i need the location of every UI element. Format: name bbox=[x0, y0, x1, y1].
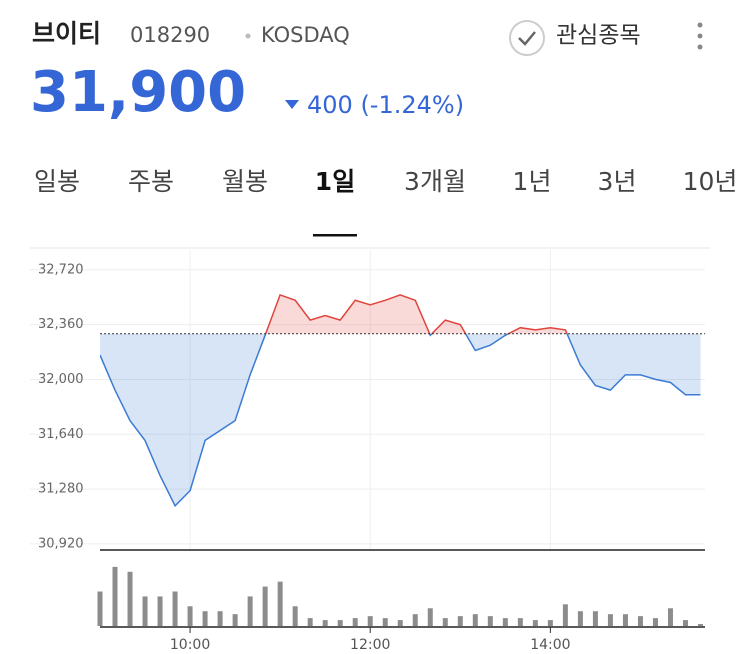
volume-bar bbox=[127, 571, 133, 626]
y-tick-label: 31,280 bbox=[38, 482, 84, 497]
stock-code: 018290 bbox=[130, 23, 210, 47]
check-icon bbox=[518, 31, 536, 46]
area-below bbox=[100, 333, 701, 506]
tab[interactable]: 3년 bbox=[598, 167, 637, 196]
volume-bar bbox=[442, 618, 448, 626]
volume-bar bbox=[697, 624, 703, 626]
volume-bar bbox=[622, 614, 628, 626]
market: KOSDAQ bbox=[261, 23, 350, 47]
watch-label: 관심종목 bbox=[556, 23, 641, 49]
tab[interactable]: 월봉 bbox=[222, 167, 268, 196]
volume-bar bbox=[652, 618, 658, 626]
tab[interactable]: 1년 bbox=[513, 167, 552, 196]
tabs: 일봉 주봉 월봉 1일 3개월 1년 3년 10년 bbox=[34, 167, 737, 237]
volume-bar bbox=[232, 614, 238, 626]
menu-button[interactable] bbox=[697, 22, 703, 50]
volume-bar bbox=[592, 611, 598, 626]
check-circle bbox=[509, 20, 545, 56]
volume-bar bbox=[367, 616, 373, 626]
tab-underline bbox=[313, 234, 357, 237]
volume-bar bbox=[97, 591, 103, 626]
x-tick-label: 12:00 bbox=[350, 637, 390, 653]
down-arrow bbox=[285, 100, 299, 109]
volume-bar bbox=[247, 596, 253, 626]
volume-bar bbox=[517, 618, 523, 626]
volume-bar bbox=[262, 586, 268, 626]
volume-bar bbox=[427, 608, 433, 626]
volume-bar bbox=[277, 581, 283, 626]
volume-bar bbox=[412, 614, 418, 626]
y-tick-label: 32,720 bbox=[38, 262, 84, 277]
volume-bar bbox=[562, 604, 568, 626]
tab[interactable]: 일봉 bbox=[34, 167, 80, 196]
tab[interactable]: 10년 bbox=[683, 167, 738, 196]
volume-bar bbox=[142, 596, 148, 626]
volume-bar bbox=[397, 620, 403, 626]
price: 31,900 bbox=[30, 60, 246, 125]
volume-bar bbox=[502, 618, 508, 626]
y-tick-label: 30,920 bbox=[38, 536, 84, 551]
volume-bar bbox=[682, 620, 688, 626]
volume-bar bbox=[187, 606, 193, 626]
volume-bar bbox=[307, 618, 313, 626]
volume-bar bbox=[217, 611, 223, 626]
tab[interactable]: 주봉 bbox=[128, 167, 174, 196]
volume-bar bbox=[472, 614, 478, 626]
tab[interactable]: 1일 bbox=[315, 167, 355, 196]
y-tick-label: 32,000 bbox=[38, 372, 84, 387]
watch-button[interactable]: 관심종목 bbox=[509, 20, 641, 56]
y-tick-label: 32,360 bbox=[38, 317, 84, 332]
volume-bar bbox=[382, 618, 388, 626]
chart: 30,920 31,280 31,640 32,000 32,360 32,720 10:0… bbox=[30, 250, 705, 653]
separator-dot bbox=[245, 33, 251, 39]
volume-bar bbox=[547, 620, 553, 626]
volume-bar bbox=[172, 591, 178, 626]
y-tick-label: 31,640 bbox=[38, 427, 84, 442]
volume-bar bbox=[337, 620, 343, 626]
volume-bar bbox=[532, 620, 538, 626]
price-change: 400 (-1.24%) bbox=[307, 91, 464, 119]
tab[interactable]: 3개월 bbox=[404, 167, 466, 196]
volume-bar bbox=[637, 616, 643, 626]
stock-name: 브이티 bbox=[32, 19, 101, 48]
volume-bar bbox=[202, 611, 208, 626]
volume-bar bbox=[322, 620, 328, 626]
x-tick-label: 10:00 bbox=[170, 637, 210, 653]
volume-bar bbox=[607, 614, 613, 626]
area-above bbox=[100, 294, 701, 334]
volume-bar bbox=[292, 606, 298, 626]
volume-bar bbox=[112, 566, 118, 626]
volume-bar bbox=[577, 611, 583, 626]
volume-bar bbox=[457, 616, 463, 626]
line-below bbox=[100, 333, 701, 508]
volume-bar bbox=[487, 616, 493, 626]
x-tick-label: 14:00 bbox=[530, 637, 570, 653]
volume-bar bbox=[157, 596, 163, 626]
line-above bbox=[264, 293, 568, 334]
volume-bar bbox=[667, 608, 673, 626]
volume-bar bbox=[352, 618, 358, 626]
